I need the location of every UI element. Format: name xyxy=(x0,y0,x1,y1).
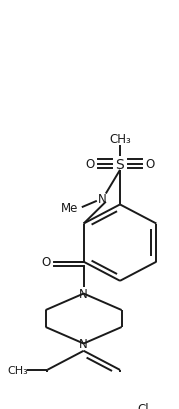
Text: S: S xyxy=(116,157,124,171)
Text: O: O xyxy=(85,157,95,171)
Text: O: O xyxy=(41,256,50,269)
Text: CH₃: CH₃ xyxy=(109,132,131,145)
Text: N: N xyxy=(79,287,88,300)
Text: CH₃: CH₃ xyxy=(7,365,28,375)
Text: Me: Me xyxy=(61,201,79,214)
Text: N: N xyxy=(79,337,88,350)
Text: N: N xyxy=(97,192,106,205)
Text: O: O xyxy=(145,157,155,171)
Text: Cl: Cl xyxy=(137,402,149,409)
